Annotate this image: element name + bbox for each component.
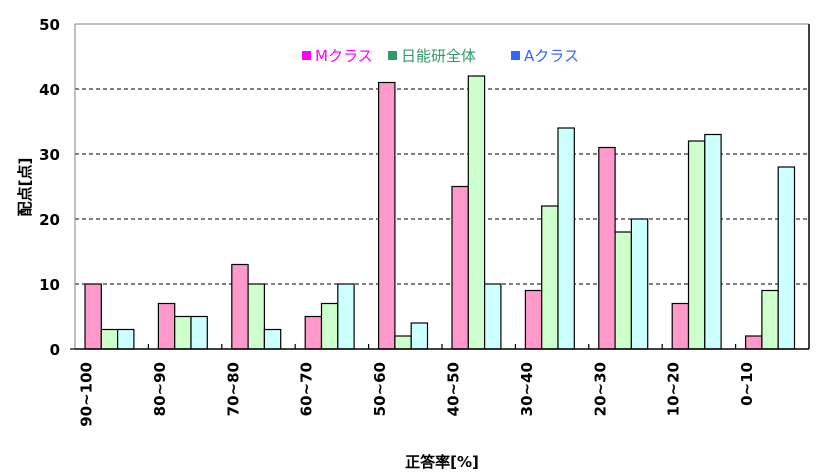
bar bbox=[231, 263, 249, 350]
bar bbox=[100, 328, 119, 350]
legend-label: 日能研全体 bbox=[401, 47, 476, 65]
y-tick-label: 0 bbox=[50, 341, 60, 359]
bar bbox=[247, 283, 266, 350]
legend-swatch-icon bbox=[388, 51, 397, 60]
bar bbox=[704, 133, 722, 350]
x-tick-label: 50~60 bbox=[371, 362, 389, 416]
bar bbox=[687, 140, 706, 350]
bar bbox=[484, 283, 502, 350]
bar bbox=[320, 302, 339, 350]
bar bbox=[467, 75, 486, 350]
bar bbox=[614, 231, 632, 350]
bar bbox=[378, 81, 396, 350]
bar bbox=[410, 322, 429, 350]
bar bbox=[174, 315, 192, 350]
bar bbox=[263, 328, 282, 350]
bar bbox=[671, 302, 690, 350]
bar bbox=[541, 205, 559, 350]
legend-label: Aクラス bbox=[524, 47, 579, 65]
x-tick-label: 0~10 bbox=[738, 362, 756, 406]
bar bbox=[190, 315, 208, 350]
y-tick-label: 20 bbox=[39, 211, 60, 229]
y-tick-label: 50 bbox=[39, 16, 60, 34]
legend-swatch-icon bbox=[302, 51, 311, 60]
x-tick-label: 30~40 bbox=[518, 362, 536, 416]
bar bbox=[304, 315, 323, 350]
bar bbox=[777, 166, 796, 350]
x-axis-title: 正答率[%] bbox=[405, 453, 479, 471]
y-axis-title: 配点[点] bbox=[16, 158, 34, 217]
y-tick-label: 10 bbox=[39, 276, 60, 294]
gridlines bbox=[75, 23, 809, 285]
x-tick-label: 40~50 bbox=[445, 362, 463, 416]
bar bbox=[451, 185, 469, 350]
x-tick-label: 10~20 bbox=[665, 362, 683, 416]
axes bbox=[70, 24, 810, 350]
legend-label: Mクラス bbox=[315, 47, 373, 65]
x-tick-label: 70~80 bbox=[224, 362, 242, 416]
bars bbox=[84, 75, 796, 350]
legend-swatch-icon bbox=[511, 51, 520, 60]
bar bbox=[116, 328, 135, 350]
x-tick-label: 60~70 bbox=[298, 362, 316, 416]
bar bbox=[84, 283, 102, 350]
bar bbox=[630, 218, 649, 350]
y-tick-label: 30 bbox=[39, 146, 60, 164]
x-tick-labels: 90~100 80~90 70~80 60~70 50~60 40~50 30~40 20~3… bbox=[78, 362, 757, 427]
bar bbox=[394, 335, 412, 350]
bar bbox=[157, 302, 176, 350]
x-tick-label: 20~30 bbox=[591, 362, 609, 416]
bar bbox=[598, 146, 616, 350]
x-tick-label: 90~100 bbox=[78, 362, 96, 427]
legend: Mクラス 日能研全体 Aクラス bbox=[302, 47, 579, 65]
bar bbox=[337, 283, 355, 350]
y-tick-labels: 0 10 20 30 40 50 bbox=[39, 16, 60, 359]
bar bbox=[761, 289, 779, 350]
bar bbox=[524, 289, 543, 350]
bar bbox=[557, 127, 575, 350]
bar bbox=[744, 335, 763, 350]
x-tick-label: 80~90 bbox=[151, 362, 169, 416]
y-tick-label: 40 bbox=[39, 81, 60, 99]
